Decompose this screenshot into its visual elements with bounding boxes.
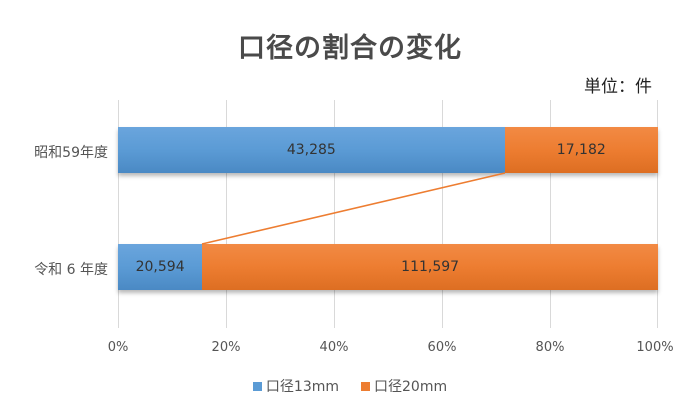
chart-title: 口径の割合の変化 [0, 26, 700, 65]
legend-item-20mm: 口径20mm [361, 376, 447, 396]
bar-showa59: 43,285 17,182 [118, 127, 658, 173]
x-tick: 0% [108, 340, 129, 355]
legend-swatch-icon [253, 382, 262, 391]
x-tick: 80% [536, 340, 565, 355]
x-tick: 60% [428, 340, 457, 355]
plot-area: 43,285 17,182 20,594 111,597 [118, 100, 658, 328]
x-tick: 100% [636, 340, 673, 355]
x-tick: 40% [320, 340, 349, 355]
bar-segment-20mm: 17,182 [505, 127, 658, 173]
x-tick: 20% [212, 340, 241, 355]
legend: 口径13mm 口径20mm [0, 376, 700, 396]
data-label: 20,594 [136, 259, 185, 275]
legend-label: 口径13mm [266, 376, 339, 396]
legend-item-13mm: 口径13mm [253, 376, 339, 396]
bar-segment-13mm: 43,285 [118, 127, 505, 173]
data-label: 17,182 [557, 142, 606, 158]
bar-segment-20mm: 111,597 [202, 244, 658, 290]
unit-label: 単位：件 [584, 72, 652, 97]
bar-segment-13mm: 20,594 [118, 244, 202, 290]
data-label: 43,285 [287, 142, 336, 158]
legend-label: 口径20mm [374, 376, 447, 396]
legend-swatch-icon [361, 382, 370, 391]
category-label: 令和 6 年度 [0, 259, 108, 279]
category-label: 昭和59年度 [0, 142, 108, 162]
bar-reiwa6: 20,594 111,597 [118, 244, 658, 290]
data-label: 111,597 [401, 259, 459, 275]
